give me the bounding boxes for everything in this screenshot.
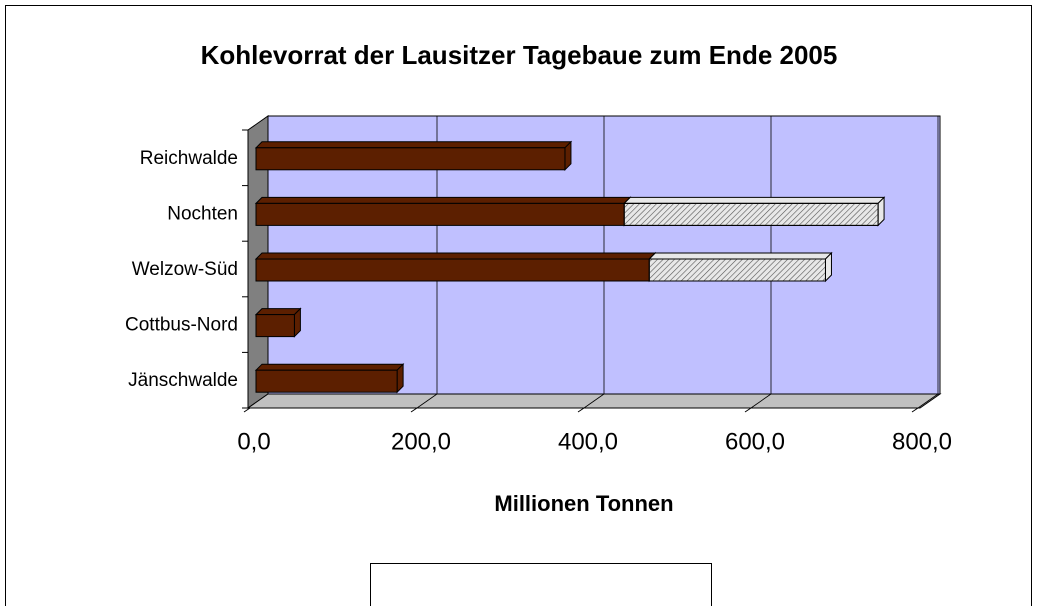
x-tick-label: 0,0 [237,428,270,455]
x-tick [577,407,585,413]
bar [254,196,632,227]
grid-line [917,393,939,409]
bar-top [254,252,657,260]
y-tick-label: Nochten [167,203,238,224]
grid-line [416,393,438,409]
x-tick-label: 200,0 [391,428,451,455]
bar [254,307,302,338]
x-tick-label: 800,0 [892,428,952,455]
bar [623,196,886,227]
y-tick-label: Welzow-Süd [132,259,238,280]
bar-front [255,202,625,226]
grid-line [750,393,772,409]
bar-top [648,252,833,260]
bar-hatch [648,258,826,282]
bar-top [254,308,302,316]
y-tick-label: Cottbus-Nord [125,315,238,336]
chart-title: Kohlevorrat der Lausitzer Tagebaue zum E… [201,40,838,70]
bar-top [254,363,405,371]
bar-top [623,196,886,204]
bar-top [254,141,573,149]
x-tick-label: 400,0 [558,428,618,455]
bar-top [254,196,632,204]
bar-front [255,369,398,393]
x-tick [410,407,418,413]
x-tick [744,407,752,413]
bar-front [255,314,295,338]
x-tick [243,407,251,413]
x-tick-label: 600,0 [725,428,785,455]
bar [254,140,573,172]
bar-front [255,147,566,171]
bar [254,251,657,283]
y-tick-label: Reichwalde [140,148,238,169]
y-tick-label: Jänschwalde [128,370,238,391]
x-axis-title: Millionen Tonnen [494,491,673,516]
bar-hatch [623,202,879,226]
marks: 0,0 200,0 400,0 600,0 800,0 Reichwalde Nochten… [125,116,952,598]
bar-front [255,258,650,282]
x-tick [911,407,919,413]
grid-line [583,393,605,409]
bar [648,251,833,283]
legend-box [370,563,712,606]
bar [254,362,405,394]
